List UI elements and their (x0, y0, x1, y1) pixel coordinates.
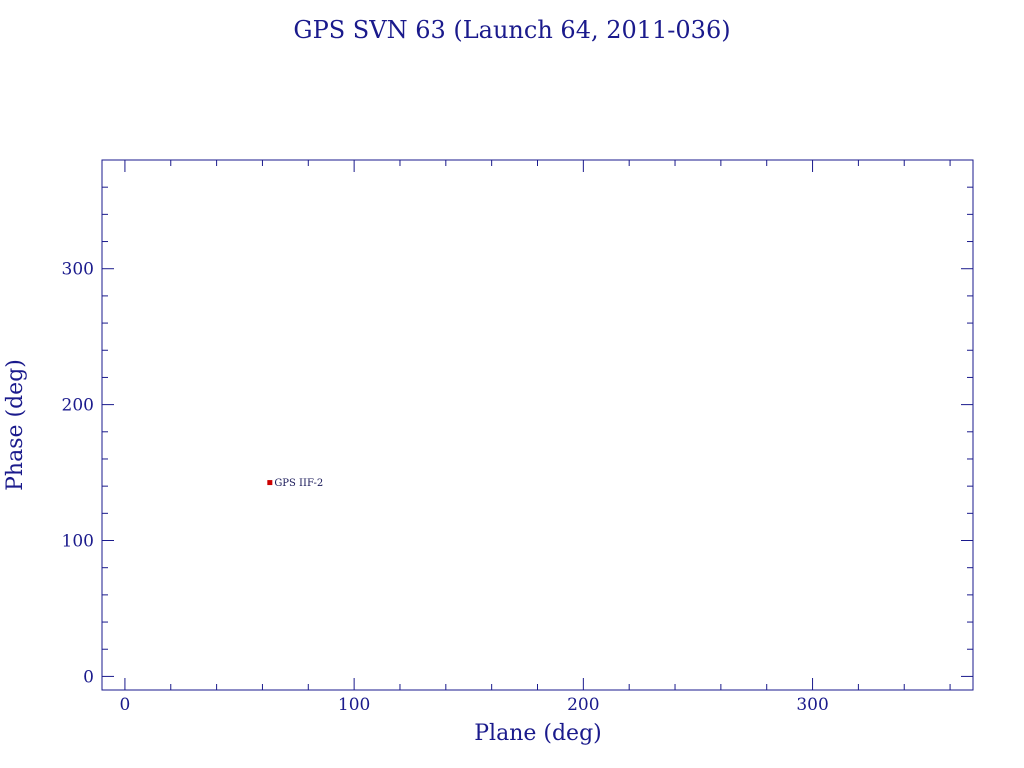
data-point (267, 480, 273, 486)
y-axis-label: Phase (deg) (3, 359, 28, 491)
minor-ticks (102, 159, 973, 690)
chart-title: GPS SVN 63 (Launch 64, 2011-036) (293, 16, 730, 44)
x-axis-label: Plane (deg) (474, 721, 602, 746)
x-tick-label: 300 (796, 695, 828, 715)
x-tick-label: 200 (567, 695, 599, 715)
data-point-label: GPS IIF-2 (274, 478, 323, 489)
data-points: GPS IIF-2 (267, 478, 323, 489)
plot-frame (101, 159, 974, 691)
y-tick-label: 300 (62, 260, 94, 280)
y-tick-label: 100 (62, 532, 94, 552)
x-tick-label: 100 (338, 695, 370, 715)
major-ticks (102, 160, 973, 690)
x-tick-label: 0 (120, 695, 131, 715)
y-tick-label: 0 (83, 667, 94, 687)
x-tick-labels: 0 100 200 300 (120, 695, 829, 715)
y-tick-label: 200 (62, 396, 94, 416)
y-tick-labels: 0 100 200 300 (62, 260, 94, 688)
